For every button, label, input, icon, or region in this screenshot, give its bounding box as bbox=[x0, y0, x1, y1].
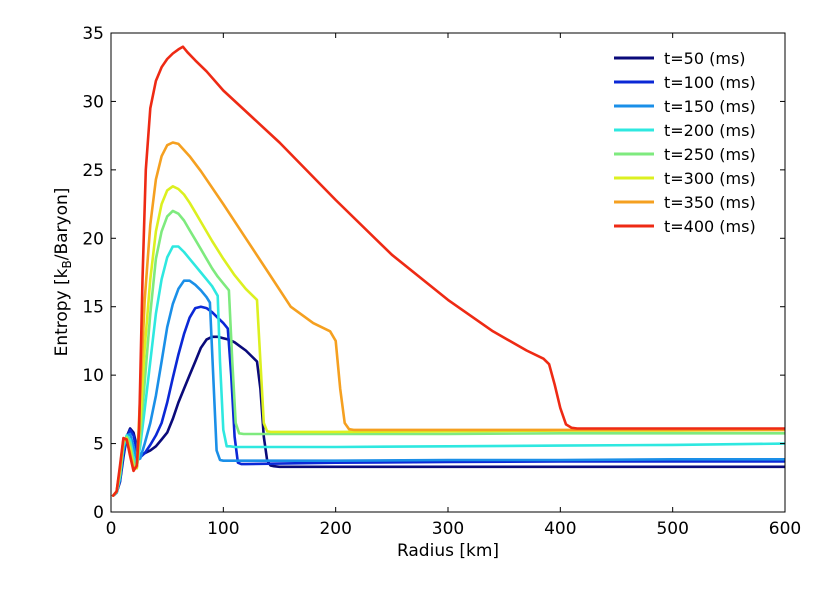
x-tick-label: 300 bbox=[432, 519, 464, 539]
x-tick-label: 200 bbox=[319, 519, 351, 539]
y-tick-label: 0 bbox=[93, 503, 104, 523]
x-tick-label: 400 bbox=[544, 519, 576, 539]
x-tick-label: 0 bbox=[106, 519, 117, 539]
y-tick-label: 35 bbox=[82, 24, 104, 44]
legend-label-5: t=250 (ms) bbox=[664, 145, 756, 164]
series-line-8 bbox=[111, 45, 785, 497]
plot-area bbox=[111, 45, 785, 497]
legend-label-7: t=350 (ms) bbox=[664, 193, 756, 212]
legend-label-3: t=150 (ms) bbox=[664, 97, 756, 116]
y-tick-label: 15 bbox=[82, 298, 104, 318]
y-tick-label: 25 bbox=[82, 161, 104, 181]
legend-label-4: t=200 (ms) bbox=[664, 121, 756, 140]
x-tick-label: 500 bbox=[656, 519, 688, 539]
series-line-3 bbox=[111, 279, 785, 497]
series-line-2 bbox=[111, 305, 785, 497]
series-line-5 bbox=[111, 209, 785, 497]
x-tick-label: 600 bbox=[769, 519, 801, 539]
y-tick-label: 10 bbox=[82, 366, 104, 386]
y-axis-label-suffix: /Baryon] bbox=[52, 188, 72, 261]
y-tick-label: 5 bbox=[93, 435, 104, 455]
legend-label-1: t=50 (ms) bbox=[664, 49, 746, 68]
y-tick-label: 20 bbox=[82, 229, 104, 249]
x-tick-label: 100 bbox=[207, 519, 239, 539]
ticks-layer: 0 100 200 300 400 500 600 0 5 10 15 20 25 30 35 bbox=[82, 24, 801, 539]
legend-label-6: t=300 (ms) bbox=[664, 169, 756, 188]
y-tick-label: 30 bbox=[82, 92, 104, 112]
x-axis-label: Radius [km] bbox=[397, 541, 499, 561]
legend-label-2: t=100 (ms) bbox=[664, 73, 756, 92]
series-layer bbox=[111, 45, 785, 497]
legend: t=50 (ms) t=100 (ms) t=150 (ms) t=200 (ms) t… bbox=[614, 49, 756, 236]
legend-label-8: t=400 (ms) bbox=[664, 217, 756, 236]
y-axis-label: Entropy [kB/Baryon] bbox=[52, 188, 74, 357]
y-axis-label-sub: B bbox=[60, 260, 74, 268]
y-axis-label-prefix: Entropy [k bbox=[52, 268, 72, 356]
